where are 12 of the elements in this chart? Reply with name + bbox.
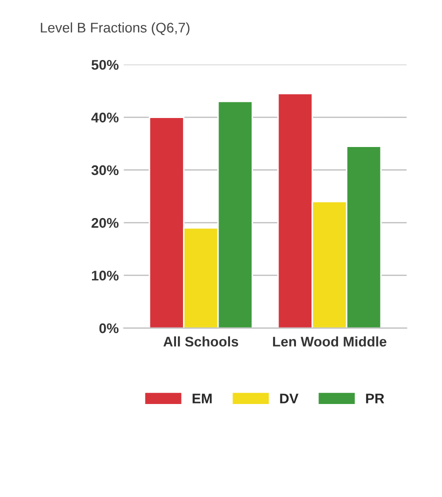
y-tick-label: 10%: [92, 270, 119, 281]
legend-label: DV: [280, 394, 298, 404]
y-tick-label: 20%: [92, 218, 119, 228]
y-tick-label: 30%: [91, 165, 119, 176]
legend-label: PR: [366, 394, 384, 404]
x-tick-label: All Schools: [163, 336, 238, 347]
chart-title: Level B Fractions (Q6,7): [40, 22, 190, 36]
y-tick-label: 50%: [92, 60, 119, 70]
y-tick-label: 0%: [99, 323, 119, 334]
x-tick-label: Len Wood Middle: [273, 336, 386, 347]
legend-label: EM: [192, 394, 212, 404]
y-tick-label: 40%: [91, 112, 119, 122]
